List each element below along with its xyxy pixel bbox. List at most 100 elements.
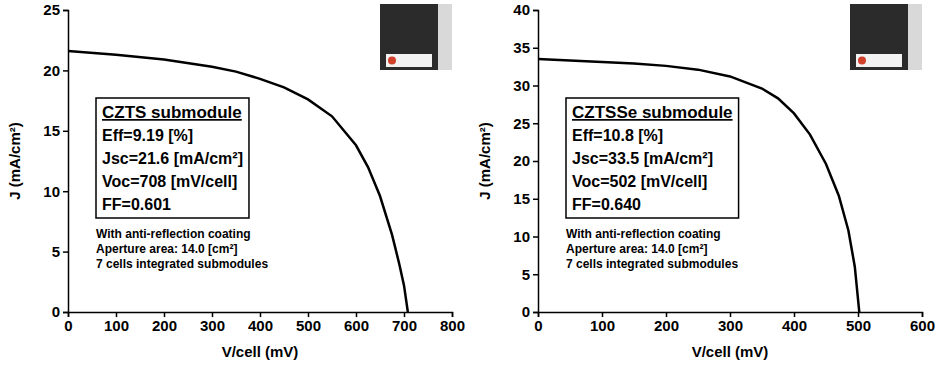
tick-label: 500 [296,317,321,334]
tick-label: 0 [522,303,530,320]
tick-label: 15 [513,190,530,207]
tick: 30 [513,77,538,94]
tick: 20 [513,152,538,169]
tick-mark [63,251,68,253]
tick-label: 20 [513,152,530,169]
tick: 10 [43,183,68,200]
tick-label: 700 [392,317,417,334]
tick-label: 200 [654,317,679,334]
tick-label: 300 [718,317,743,334]
tick-mark [63,312,68,314]
photo-ruler [908,4,922,70]
tick-label: 400 [782,317,807,334]
annotation-lines: CZTSSe submoduleEff=10.8 [%]Jsc=33.5 [mA… [572,103,733,213]
figure: 01002003004005006007008000510152025CZTS … [0,0,941,365]
tick: 5 [522,266,538,283]
tick: 0 [52,303,68,320]
tick: 300 [200,312,225,334]
annotation: Voc=502 [mV/cell] [572,173,707,190]
tick-label: 0 [52,303,60,320]
tick: 400 [782,312,807,334]
annotation-box: CZTSSe submoduleEff=10.8 [%]Jsc=33.5 [mA… [566,98,739,271]
tick: 200 [152,312,177,334]
tick: 100 [104,312,129,334]
marks [538,59,859,312]
tick-label: 20 [43,62,60,79]
tick-mark [533,85,538,87]
jv-curve [538,59,859,312]
tick: 25 [43,1,68,18]
tick: 0 [522,303,538,320]
tick-mark [533,236,538,238]
tick-label: 600 [344,317,369,334]
y-axis-title: J (mA/cm²) [476,122,493,200]
photo-ruler [438,4,452,70]
annotation-frame [566,98,739,218]
tick-label: 10 [43,183,60,200]
tick-label: 500 [846,317,871,334]
photo-module [380,4,438,70]
tick-label: 300 [200,317,225,334]
tick-mark [63,10,68,12]
tick-mark [533,312,538,314]
tick-mark [533,161,538,163]
y-axis-title: J (mA/cm²) [6,122,23,200]
tick-label: 35 [513,39,530,56]
axis-line [533,11,539,313]
tick-label: 0 [534,317,542,334]
tick: 300 [718,312,743,334]
tick: 0 [534,312,542,334]
y-axis: 0 5 10 15 20 25 30 35 40 [513,1,538,320]
tick-mark [533,274,538,276]
tick: 15 [513,190,538,207]
tick: 10 [513,228,538,245]
photo-module [850,4,908,70]
tick: 600 [910,312,935,334]
tick-mark [533,123,538,125]
jv-curve [68,51,408,312]
annotation-frame [96,98,249,218]
annotation-note: Aperture area: 14.0 [cm²] [566,242,707,256]
annotation: Eff=9.19 [%] [102,127,193,144]
annotation: Jsc=21.6 [mA/cm²] [102,150,243,167]
tick-label: 40 [513,1,530,18]
x-axis-title: V/cell (mV) [692,343,769,360]
annotation-note: With anti-reflection coating [566,227,721,241]
tick: 700 [392,312,417,334]
tick: 600 [344,312,369,334]
module-photo [380,4,452,70]
tick-label: 25 [513,115,530,132]
tick-label: 0 [64,317,72,334]
annotation: FF=0.601 [102,196,171,213]
tick: 15 [43,122,68,139]
tick: 200 [654,312,679,334]
tick: 500 [296,312,321,334]
tick-label: 5 [52,243,60,260]
tick: 400 [248,312,273,334]
annotation-note: With anti-reflection coating [96,227,251,241]
tick-label: 800 [440,317,465,334]
annotation: FF=0.640 [572,196,641,213]
tick-label: 30 [513,77,530,94]
annotation-note: 7 cells integrated submodules [96,257,268,271]
plot-area: 0 100 200 300 400 500 600 0 5 10 15 20 25 30 35 40 CZTSS… [513,1,935,333]
annotation: Voc=708 [mV/cell] [102,173,237,190]
tick-label: 100 [590,317,615,334]
x-axis-title: V/cell (mV) [222,343,299,360]
tick-label: 10 [513,228,530,245]
photo-logo [858,57,866,65]
y-axis: 0 5 10 15 20 25 [43,1,68,320]
tick-label: 600 [910,317,935,334]
tick: 35 [513,39,538,56]
annotation-box: CZTS submoduleEff=9.19 [%]Jsc=21.6 [mA/c… [96,98,268,271]
tick-mark [533,199,538,201]
tick-mark [533,10,538,12]
tick-label: 25 [43,1,60,18]
tick-label: 100 [104,317,129,334]
tick-label: 400 [248,317,273,334]
tick: 500 [846,312,871,334]
tick-label: 5 [522,266,530,283]
axis-line [63,11,69,313]
x-axis: 0 100 200 300 400 500 600 700 800 [64,312,465,334]
tick: 20 [43,62,68,79]
